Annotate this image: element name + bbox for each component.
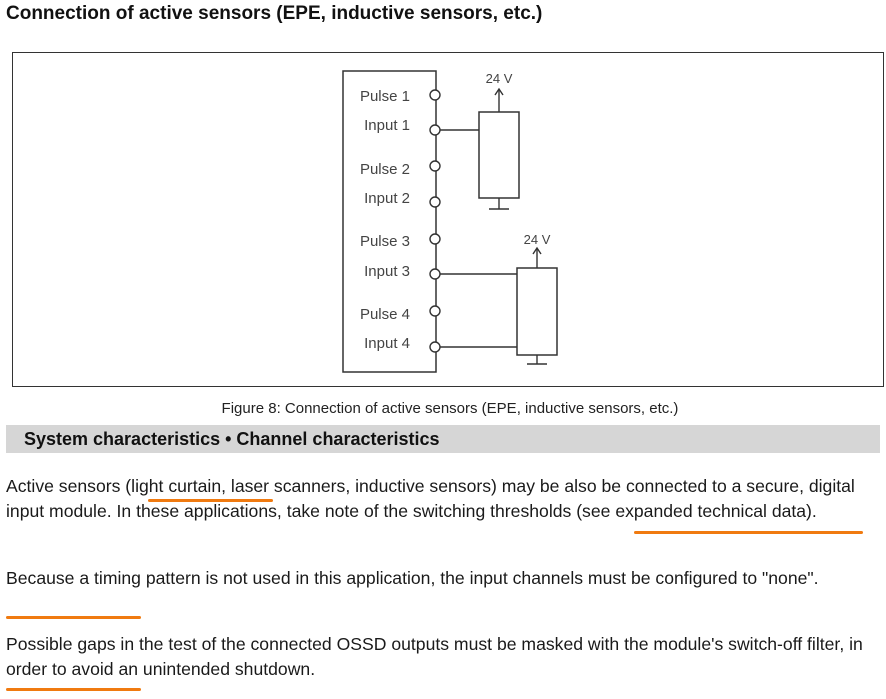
p3-highlight-switch-off-filter: switch-off filter	[728, 634, 840, 654]
figure-caption: Figure 8: Connection of active sensors (…	[221, 400, 679, 417]
pin-label-pulse-3: Pulse 3	[360, 233, 410, 250]
pin-label-input-1: Input 1	[364, 117, 410, 134]
terminal-pulse-1	[429, 89, 441, 101]
paragraph-ossd-gaps: Possible gaps in the test of the connect…	[6, 632, 884, 682]
p1-highlight-switching-thresholds: switching thresholds	[412, 501, 572, 521]
sensor-1: 24 V	[440, 71, 520, 210]
p2-highlight-none: "none"	[762, 568, 814, 588]
highlight-mark-light-curtain	[148, 499, 273, 502]
paragraph-timing-pattern: Because a timing pattern is not used in …	[6, 566, 884, 591]
terminal-pulse-4	[429, 305, 441, 317]
figure-frame: Pulse 1 Input 1 Pulse 2 Input 2 Pulse 3 …	[12, 52, 884, 387]
terminal-input-2	[429, 196, 441, 208]
section-title: System characteristics • Channel charact…	[6, 425, 880, 453]
p2-text-2: .	[813, 568, 819, 588]
p2-text-1: Because a timing pattern is not used in …	[6, 568, 763, 588]
page-heading: Connection of active sensors (EPE, induc…	[6, 3, 543, 24]
terminal-input-3	[429, 268, 441, 280]
sensor-2-supply-label: 24 V	[524, 232, 551, 247]
sensor-1-supply-label: 24 V	[486, 71, 513, 86]
p3-text-2: , in order to avoid an unintended shutdo…	[6, 634, 863, 679]
p1-text-1: Active sensors (	[6, 476, 132, 496]
sensor-2: 24 V	[440, 232, 558, 365]
terminal-input-4	[429, 341, 441, 353]
p3-text-1: Possible gaps in the test of the connect…	[6, 634, 729, 654]
highlight-mark-switch-off-filter	[6, 688, 141, 691]
p1-text-3: (see expanded technical data).	[571, 501, 817, 521]
highlight-mark-none	[6, 616, 141, 619]
pin-label-pulse-2: Pulse 2	[360, 161, 410, 178]
pin-label-input-3: Input 3	[364, 263, 410, 280]
p1-text-2: laser scanners, inductive sensors) may b…	[6, 476, 855, 521]
module-box	[342, 70, 437, 373]
terminal-pulse-2	[429, 160, 441, 172]
pin-label-input-4: Input 4	[364, 335, 410, 352]
highlight-mark-switching-thresholds	[634, 531, 863, 534]
pin-label-input-2: Input 2	[364, 190, 410, 207]
paragraph-active-sensors: Active sensors (light curtain, laser sca…	[6, 474, 884, 524]
terminal-pulse-3	[429, 233, 441, 245]
pin-label-pulse-1: Pulse 1	[360, 88, 410, 105]
p1-highlight-light-curtain: light curtain,	[131, 476, 227, 496]
terminal-input-1	[429, 124, 441, 136]
pin-label-pulse-4: Pulse 4	[360, 306, 410, 323]
wiring-diagram: Pulse 1 Input 1 Pulse 2 Input 2 Pulse 3 …	[342, 70, 558, 373]
